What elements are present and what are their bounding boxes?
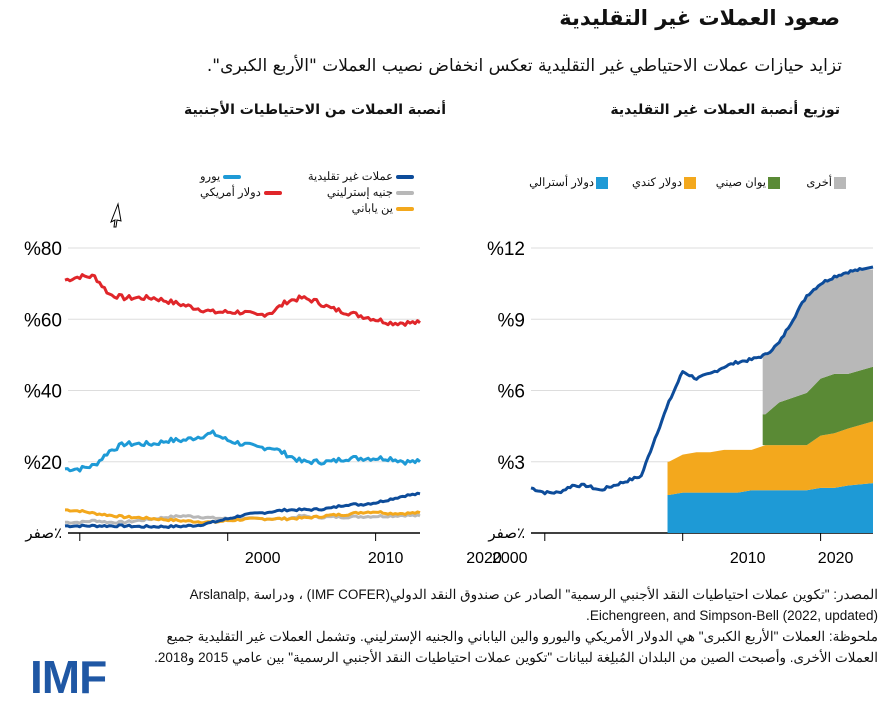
legend-cny: يوان صيني	[716, 176, 780, 190]
line-nontraditional	[64, 491, 421, 529]
line-euro	[64, 429, 421, 473]
y-tick-label: %9	[498, 310, 525, 331]
legend-label: أخرى	[806, 177, 832, 189]
legend-nontraditional: عملات غير تقليدية	[308, 170, 414, 184]
x-tick-label: 2010	[730, 550, 766, 567]
y-tick-label: %3	[498, 453, 525, 474]
chart-subtitle: تزايد حيازات عملات الاحتياطي غير التقليد…	[206, 56, 842, 76]
y-tick-label: %12	[487, 239, 525, 260]
line-nontraditional	[530, 265, 874, 496]
legend-label: دولار أمريكي	[200, 187, 261, 199]
legend-swatch	[263, 190, 282, 195]
notes: المصدر: "تكوين عملات احتياطيات النقد الأ…	[148, 584, 878, 668]
area-other	[762, 269, 873, 415]
legend-label: جنيه إسترليني	[326, 187, 393, 199]
legend-label: يورو	[200, 171, 221, 183]
legend-label: ين ياباني	[351, 203, 393, 215]
y-tick-label: صفر٪	[24, 525, 62, 542]
footnote: ملحوظة: العملات "الأربع الكبرى" هي الدول…	[154, 629, 878, 665]
x-tick-label: 2010	[368, 550, 404, 567]
y-tick-label: %60	[24, 310, 62, 331]
y-tick-label: %20	[24, 453, 62, 474]
area-aud	[667, 483, 873, 533]
line-usd	[64, 273, 421, 327]
legend-swatch	[596, 176, 608, 189]
x-tick-label: 2000	[492, 550, 528, 567]
x-tick-label: 2000	[245, 550, 281, 567]
source-note: المصدر: "تكوين عملات احتياطيات النقد الأ…	[189, 587, 878, 623]
charts-svg: صفر٪ %20 %40 %60 %80 2000 2010 2020 صفر٪ %3 %6 %9 %1…	[24, 202, 874, 567]
imf-logo: IMF	[30, 651, 107, 703]
line-jpy	[65, 508, 421, 525]
chart-title: صعود العملات غير التقليدية	[559, 6, 840, 30]
legend-usd: دولار أمريكي	[200, 186, 282, 200]
x-tick-label: 2020	[818, 550, 854, 567]
legend-swatch	[396, 174, 414, 179]
legend-euro: يورو	[200, 170, 242, 184]
y-tick-label: %40	[24, 382, 62, 403]
legend-swatch	[834, 176, 846, 189]
legend-label: عملات غير تقليدية	[307, 171, 393, 183]
mouse-cursor-icon	[110, 202, 122, 228]
legend-swatch	[684, 176, 696, 189]
right-panel-title: توزيع أنصبة العملات غير التقليدية	[610, 102, 840, 118]
legend-jpy: ين ياباني	[352, 202, 414, 216]
legend-swatch	[396, 206, 414, 211]
x-tick-label: 2020	[466, 550, 502, 567]
y-tick-label: %6	[498, 382, 525, 403]
y-tick-label: صفر٪	[487, 525, 525, 542]
legend-aud: دولار أسترالي	[529, 176, 608, 190]
left-panel-title: أنصبة العملات من الاحتياطيات الأجنبية	[183, 102, 446, 118]
legend-gbp: جنيه إسترليني	[327, 186, 414, 200]
legend-swatch	[396, 190, 414, 195]
legend-other: أخرى	[806, 176, 846, 190]
area-cny	[762, 366, 873, 446]
legend-cad: دولار كندي	[632, 176, 696, 190]
legend-swatch	[223, 174, 242, 179]
area-cad	[667, 421, 873, 495]
legend-swatch	[768, 176, 780, 189]
legend-label: دولار أسترالي	[529, 177, 594, 189]
legend-label: دولار كندي	[632, 177, 682, 189]
legend-label: يوان صيني	[715, 177, 766, 189]
y-tick-label: %80	[24, 239, 62, 260]
